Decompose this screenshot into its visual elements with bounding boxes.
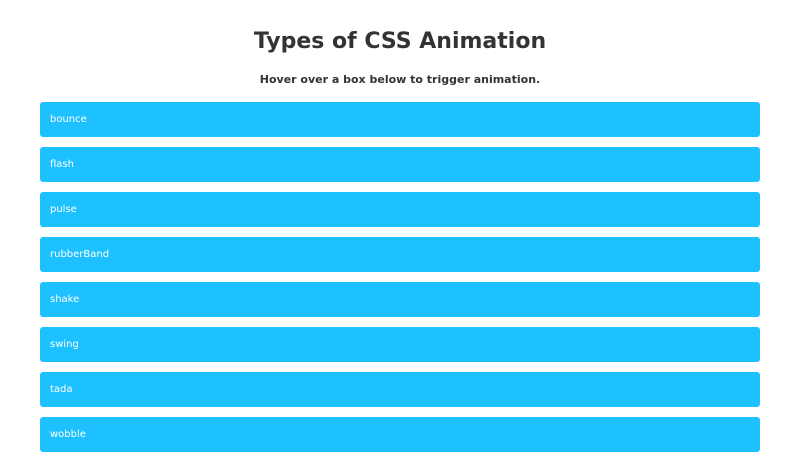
animation-box-label: flash <box>50 159 74 170</box>
page-title: Types of CSS Animation <box>253 29 547 54</box>
animation-box-label: shake <box>50 294 80 305</box>
animation-box-label: swing <box>50 339 79 350</box>
animation-box-bounce[interactable]: bounce <box>40 102 760 137</box>
animation-box-list: bounce flash pulse rubberBand shake swin… <box>40 102 760 452</box>
animation-box-tada[interactable]: tada <box>40 372 760 407</box>
animation-box-label: wobble <box>50 429 86 440</box>
page-subtitle: Hover over a box below to trigger animat… <box>259 73 541 86</box>
animation-box-label: pulse <box>50 204 77 215</box>
animation-box-shake[interactable]: shake <box>40 282 760 317</box>
animation-box-label: tada <box>50 384 73 395</box>
animation-box-swing[interactable]: swing <box>40 327 760 362</box>
animation-box-label: rubberBand <box>50 249 110 260</box>
animation-box-rubberband[interactable]: rubberBand <box>40 237 760 272</box>
animation-box-wobble[interactable]: wobble <box>40 417 760 452</box>
animation-box-pulse[interactable]: pulse <box>40 192 760 227</box>
animation-box-label: bounce <box>50 114 87 125</box>
animation-box-flash[interactable]: flash <box>40 147 760 182</box>
